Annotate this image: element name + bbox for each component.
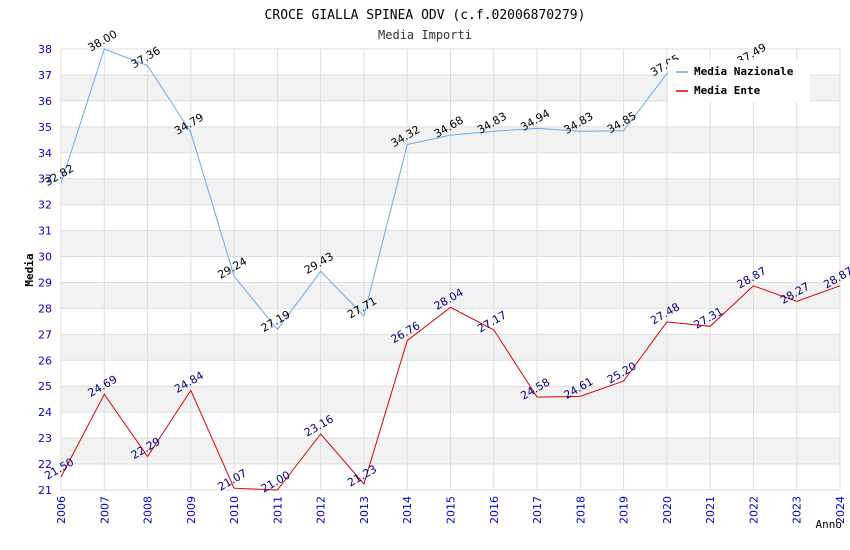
y-tick-label: 26 — [38, 354, 52, 367]
y-axis-label: Media — [23, 253, 36, 286]
x-tick-label: 2016 — [488, 496, 501, 524]
series-line-media-ente — [60, 285, 841, 491]
x-tick-label: 2011 — [271, 496, 284, 524]
y-axis-ticks: 21 22 23 24 25 26 27 28 29 30 31 32 33 34 35 36 37 38 — [38, 43, 52, 497]
legend-box — [668, 60, 810, 102]
y-tick-label: 25 — [38, 380, 52, 393]
data-label-media-ente: 25.20 — [605, 360, 639, 387]
x-tick-label: 2020 — [661, 496, 674, 524]
x-tick-label: 2015 — [445, 496, 458, 524]
data-label-media-ente: 23.16 — [302, 412, 336, 439]
y-tick-label: 24 — [38, 406, 52, 419]
x-tick-label: 2012 — [315, 496, 328, 524]
chart-subtitle: Media Importi — [378, 28, 472, 42]
y-tick-label: 30 — [38, 251, 52, 264]
data-label-media-ente: 21.00 — [259, 468, 293, 495]
x-axis-label: Anno — [816, 518, 843, 531]
series-layer — [60, 48, 841, 491]
x-axis-ticks: 2006 2007 2008 2009 2010 2011 2012 2013 2014 2015… — [55, 496, 847, 524]
y-tick-label: 28 — [38, 302, 52, 315]
y-tick-label: 35 — [38, 121, 52, 134]
x-tick-label: 2009 — [185, 496, 198, 524]
data-label-media-nazionale: 37.36 — [129, 44, 163, 71]
y-tick-label: 29 — [38, 276, 52, 289]
x-tick-label: 2024 — [834, 496, 847, 524]
y-tick-label: 37 — [38, 69, 52, 82]
data-label-media-nazionale: 29.24 — [215, 255, 249, 282]
series-line-media-nazionale — [60, 48, 754, 331]
x-tick-label: 2010 — [228, 496, 241, 524]
legend-label-media-ente: Media Ente — [694, 84, 761, 97]
legend: Media Nazionale Media Ente — [668, 60, 810, 102]
grid-lines — [60, 48, 841, 491]
x-tick-label: 2023 — [791, 496, 804, 524]
x-tick-label: 2018 — [574, 496, 587, 524]
y-tick-label: 22 — [38, 458, 52, 471]
x-tick-label: 2013 — [358, 496, 371, 524]
y-tick-label: 21 — [38, 484, 52, 497]
legend-label-media-nazionale: Media Nazionale — [694, 65, 794, 78]
y-tick-label: 36 — [38, 95, 52, 108]
x-tick-label: 2019 — [618, 496, 631, 524]
x-tick-label: 2008 — [142, 496, 155, 524]
y-tick-label: 27 — [38, 328, 52, 341]
x-tick-label: 2014 — [401, 496, 414, 524]
y-tick-label: 34 — [38, 147, 52, 160]
data-label-media-ente: 27.17 — [475, 308, 509, 335]
x-tick-label: 2007 — [98, 496, 111, 524]
data-label-media-ente: 21.23 — [345, 462, 379, 489]
y-tick-label: 23 — [38, 432, 52, 445]
x-tick-label: 2006 — [55, 496, 68, 524]
chart-title: CROCE GIALLA SPINEA ODV (c.f.02006870279… — [265, 8, 586, 23]
y-tick-label: 33 — [38, 173, 52, 186]
y-tick-label: 38 — [38, 43, 52, 56]
y-tick-label: 31 — [38, 225, 52, 238]
data-label-media-nazionale: 38.00 — [86, 27, 120, 54]
x-tick-label: 2022 — [747, 496, 760, 524]
y-tick-label: 32 — [38, 199, 52, 212]
x-tick-label: 2017 — [531, 496, 544, 524]
x-tick-label: 2021 — [704, 496, 717, 524]
